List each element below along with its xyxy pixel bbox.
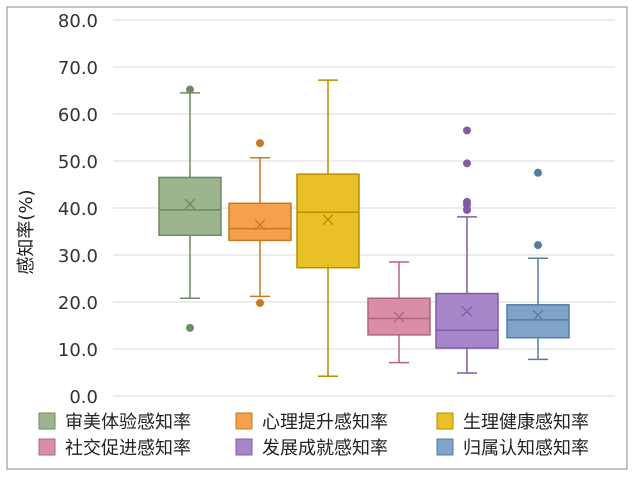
y-tick-label: 70.0 bbox=[58, 58, 98, 79]
outlier-point bbox=[185, 85, 194, 94]
legend-label: 心理提升感知率 bbox=[262, 412, 388, 433]
mean-marker-stroke-b bbox=[532, 309, 544, 321]
legend-label: 归属认知感知率 bbox=[463, 438, 589, 459]
legend-swatch bbox=[38, 412, 56, 430]
outlier-point bbox=[534, 168, 543, 177]
y-tick-label: 40.0 bbox=[58, 199, 98, 220]
legend-swatch bbox=[436, 412, 454, 430]
outlier-point bbox=[185, 323, 194, 332]
mean-marker-stroke-b bbox=[461, 305, 473, 317]
y-tick-label: 30.0 bbox=[58, 246, 98, 267]
y-tick-label: 0.0 bbox=[69, 387, 98, 408]
legend-swatch bbox=[235, 412, 253, 430]
y-tick-label: 10.0 bbox=[58, 340, 98, 361]
y-tick-label: 80.0 bbox=[58, 11, 98, 32]
y-tick-label: 60.0 bbox=[58, 105, 98, 126]
outlier-point bbox=[462, 205, 471, 214]
legend-swatch bbox=[436, 438, 454, 456]
box-body bbox=[158, 176, 222, 237]
outlier-point bbox=[255, 298, 264, 307]
mean-marker-stroke-b bbox=[393, 311, 405, 323]
y-axis-label: 感知率(%) bbox=[16, 189, 37, 274]
y-tick-label: 20.0 bbox=[58, 293, 98, 314]
legend-label: 社交促进感知率 bbox=[65, 438, 191, 459]
outlier-point bbox=[255, 139, 264, 148]
legend-swatch bbox=[38, 438, 56, 456]
legend-swatch bbox=[235, 438, 253, 456]
legend-label: 发展成就感知率 bbox=[262, 438, 388, 459]
mean-marker-stroke-b bbox=[184, 198, 196, 210]
box-body bbox=[296, 173, 360, 269]
box-body bbox=[435, 292, 499, 349]
mean-marker-stroke-b bbox=[254, 219, 266, 231]
outlier-point bbox=[462, 159, 471, 168]
legend-label: 生理健康感知率 bbox=[463, 412, 589, 433]
box-body bbox=[228, 202, 292, 242]
mean-marker-stroke-b bbox=[322, 214, 334, 226]
outlier-point bbox=[462, 126, 471, 135]
box-body bbox=[506, 304, 570, 339]
outlier-point bbox=[534, 241, 543, 250]
legend-label: 审美体验感知率 bbox=[65, 412, 191, 433]
y-tick-label: 50.0 bbox=[58, 152, 98, 173]
